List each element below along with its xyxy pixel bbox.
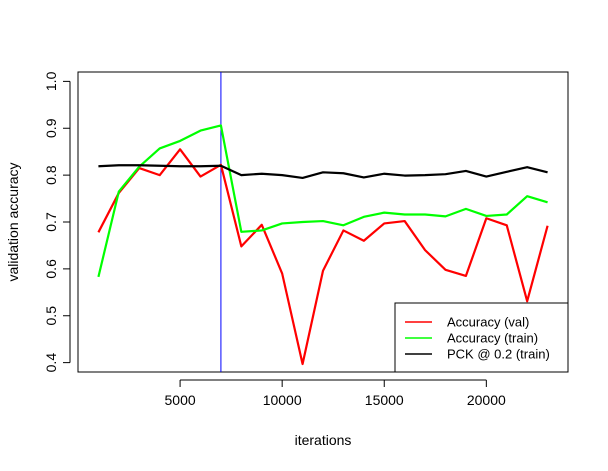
x-tick-label: 15000 <box>365 392 404 408</box>
x-tick-label: 20000 <box>467 392 506 408</box>
legend-label: Accuracy (val) <box>447 315 529 330</box>
series-line-1 <box>97 124 548 278</box>
y-tick-label: 0.4 <box>43 353 59 373</box>
legend-label: Accuracy (train) <box>447 331 538 346</box>
x-tick-label: 5000 <box>165 392 196 408</box>
y-tick-label: 0.5 <box>43 306 59 326</box>
series-line-2 <box>98 164 548 180</box>
series-layer <box>97 124 549 366</box>
y-tick-label: 0.7 <box>43 212 59 232</box>
series-line-0 <box>97 148 549 366</box>
y-axis: 0.4 0.5 0.6 0.7 0.8 0.9 1.0 <box>43 71 71 373</box>
y-tick-label: 0.9 <box>43 118 59 138</box>
legend: Accuracy (val)Accuracy (train)PCK @ 0.2 … <box>394 302 569 373</box>
y-axis-title: validation accuracy <box>5 162 21 281</box>
x-tick-label: 10000 <box>263 392 302 408</box>
legend-label: PCK @ 0.2 (train) <box>447 347 550 362</box>
x-axis-title: iterations <box>295 432 352 448</box>
y-tick-label: 1.0 <box>43 71 59 91</box>
y-tick-label: 0.6 <box>43 259 59 279</box>
y-tick-label: 0.8 <box>43 165 59 185</box>
plot-frame <box>77 71 569 373</box>
x-axis: 5000 10000 15000 20000 <box>165 379 506 408</box>
